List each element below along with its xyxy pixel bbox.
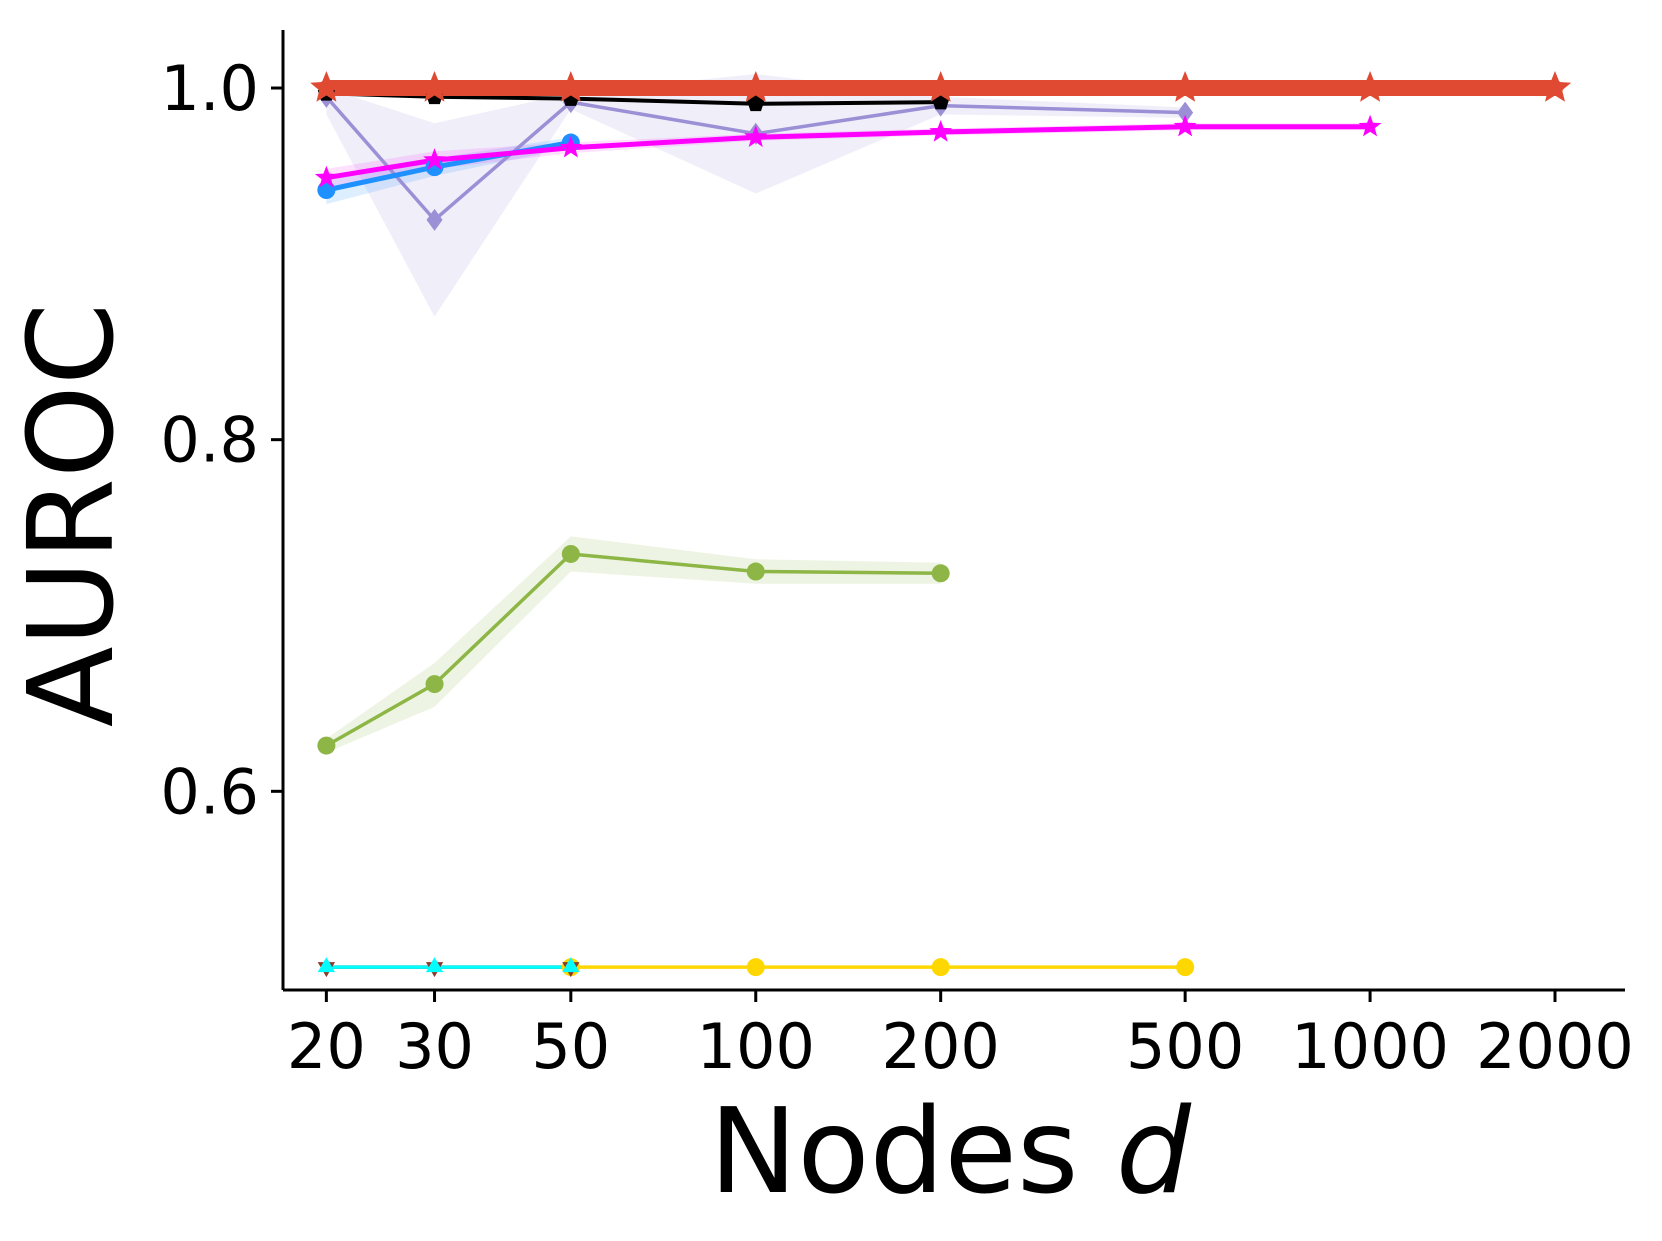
data-point — [931, 958, 950, 977]
x-axis-label-var: d — [1116, 1082, 1192, 1220]
data-point — [317, 736, 336, 755]
data-point — [739, 71, 772, 102]
data-point — [1169, 71, 1202, 102]
data-point — [1173, 114, 1197, 137]
data-point — [418, 71, 451, 102]
series-markers — [310, 71, 1572, 978]
y-axis-ticks: 0.6 0.8 1.0 — [160, 52, 283, 828]
y-tick-label: 0.6 — [160, 755, 259, 828]
x-tick-label: 1000 — [1291, 1010, 1449, 1083]
x-axis-label-text: Nodes — [709, 1082, 1078, 1220]
data-point — [924, 71, 957, 102]
data-point — [426, 208, 443, 231]
series-4-line — [324, 95, 1187, 222]
data-point — [559, 135, 583, 158]
data-point — [1353, 71, 1387, 102]
y-tick-label: 1.0 — [160, 52, 259, 125]
data-point — [1176, 958, 1195, 977]
data-point — [423, 148, 446, 170]
data-point — [554, 71, 587, 102]
y-axis-label: AUROC — [2, 303, 140, 727]
series-4-band — [326, 74, 1186, 317]
data-point — [1358, 114, 1382, 137]
x-tick-label: 2000 — [1476, 1010, 1634, 1083]
x-tick-label: 500 — [1126, 1010, 1244, 1083]
x-tick-label: 50 — [531, 1010, 610, 1083]
data-point — [310, 71, 343, 102]
data-point — [1177, 101, 1194, 124]
data-point — [317, 957, 335, 973]
data-point — [562, 957, 580, 973]
y-tick-label: 0.8 — [160, 404, 259, 477]
data-point — [931, 564, 950, 583]
data-point — [314, 165, 338, 188]
data-point — [1538, 71, 1572, 102]
series-3-band — [326, 536, 941, 753]
data-point — [425, 675, 444, 694]
data-point — [561, 544, 580, 563]
x-tick-label: 200 — [882, 1010, 1000, 1083]
data-point — [744, 125, 768, 147]
x-axis-label: Nodes d — [709, 1082, 1192, 1220]
data-point — [746, 562, 765, 581]
data-point — [747, 94, 765, 112]
x-tick-label: 20 — [287, 1010, 366, 1083]
x-tick-label: 30 — [395, 1010, 474, 1083]
series-lines — [318, 80, 1563, 969]
data-point — [929, 120, 953, 142]
data-point — [317, 181, 336, 199]
x-axis-ticks: 20 30 50 100 200 500 1000 2000 — [287, 990, 1634, 1083]
data-point — [425, 957, 444, 973]
x-tick-label: 100 — [697, 1010, 815, 1083]
data-point — [746, 958, 765, 977]
